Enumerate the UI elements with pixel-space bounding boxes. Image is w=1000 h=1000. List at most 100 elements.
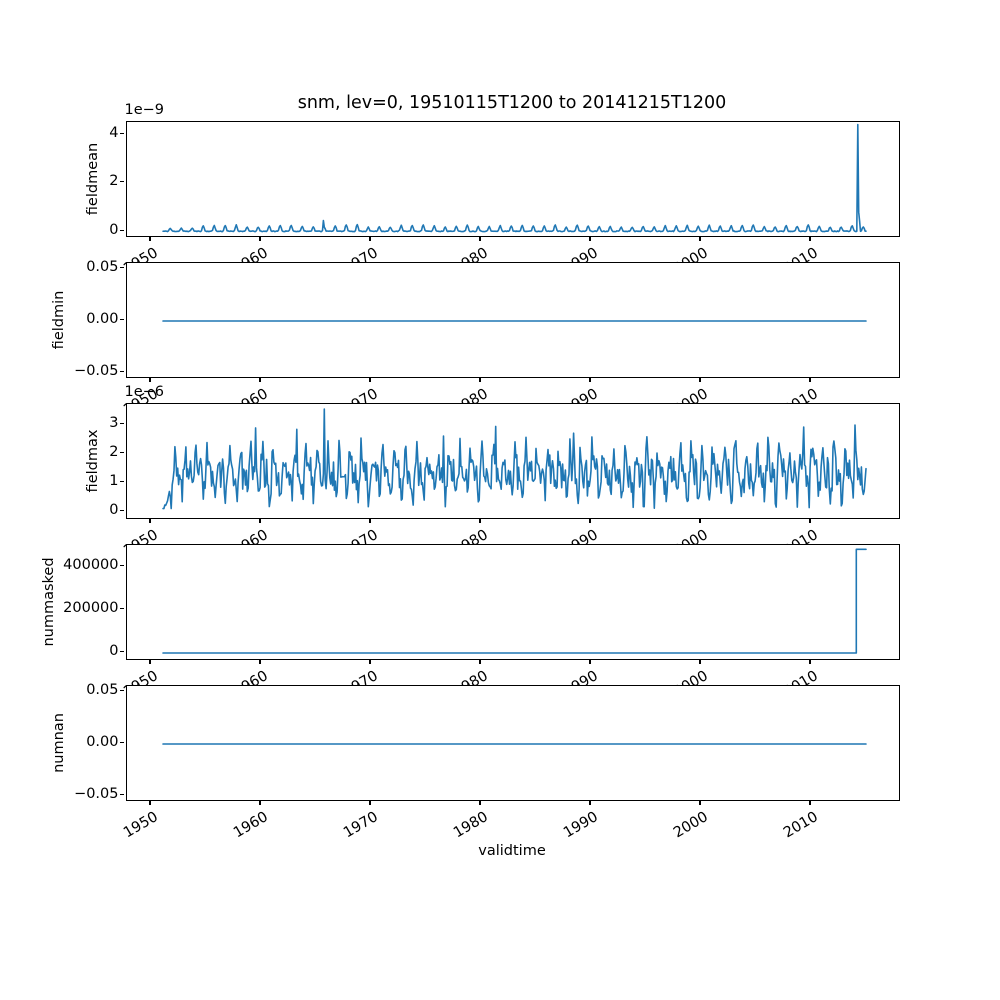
x-tick-mark — [479, 377, 481, 382]
axes-nummasked — [125, 543, 900, 660]
x-tick-mark — [699, 659, 701, 664]
x-tick-label: 1970 — [340, 526, 381, 559]
y-tick-label: −0.05 — [74, 362, 119, 379]
x-tick-label: 2000 — [670, 808, 711, 841]
x-tick-label: 2010 — [780, 526, 821, 559]
y-axis-label-nummasked: nummasked — [41, 556, 57, 647]
x-tick-label: 1990 — [560, 808, 601, 841]
x-tick-label: 1970 — [340, 667, 381, 700]
x-tick-label: 1960 — [230, 808, 271, 841]
x-tick-label: 1980 — [450, 385, 491, 418]
y-tick-label: 400000 — [63, 556, 119, 573]
x-tick-mark — [259, 377, 261, 382]
nummasked-line — [161, 548, 867, 654]
axes-fieldmax — [125, 402, 900, 519]
x-tick-mark — [809, 236, 811, 241]
x-tick-label: 1990 — [560, 385, 601, 418]
y-tick-label: 0 — [109, 501, 119, 518]
x-tick-mark — [699, 800, 701, 805]
y-tick-mark — [119, 793, 124, 796]
y-tick-label: 0.05 — [86, 682, 119, 699]
y-axis-label-numnan: numnan — [51, 712, 67, 773]
x-tick-mark — [479, 800, 481, 805]
axes-numnan — [125, 684, 900, 801]
y-tick-label: −0.05 — [74, 785, 119, 802]
x-tick-mark — [589, 377, 591, 382]
y-tick-label: 2 — [109, 173, 119, 190]
y-tick-label: 2 — [109, 443, 119, 460]
x-axis-label: validtime — [478, 843, 546, 859]
y-axis-label-fieldmax: fieldmax — [85, 429, 101, 492]
x-tick-mark — [259, 659, 261, 664]
figure-title: snm, lev=0, 19510115T1200 to 20141215T12… — [297, 93, 727, 113]
y-tick-mark — [119, 741, 124, 744]
y-axis-label-fieldmean: fieldmean — [85, 142, 101, 215]
y-tick-mark — [119, 132, 124, 134]
fieldmax-line — [161, 407, 867, 509]
x-tick-label: 1970 — [340, 244, 381, 277]
x-tick-label: 1950 — [120, 244, 161, 277]
y-tick-label: 0.05 — [86, 259, 119, 276]
x-tick-mark — [589, 659, 591, 664]
y-tick-mark — [119, 422, 124, 425]
y-tick-label: 3 — [109, 414, 119, 431]
x-tick-label: 1980 — [450, 244, 491, 277]
y-tick-mark — [119, 509, 124, 512]
x-tick-mark — [259, 236, 261, 241]
x-tick-label: 1990 — [560, 526, 601, 559]
x-tick-label: 1970 — [340, 808, 381, 841]
x-tick-label: 1960 — [230, 244, 271, 277]
x-tick-label: 1980 — [450, 808, 491, 841]
fieldmax-plot-area — [161, 407, 867, 509]
x-tick-mark — [369, 518, 371, 523]
y-tick-mark — [119, 229, 124, 232]
x-tick-label: 1960 — [230, 667, 271, 700]
y-tick-label: 1 — [109, 472, 119, 489]
x-tick-label: 1960 — [230, 385, 271, 418]
x-tick-mark — [809, 800, 811, 805]
y-tick-label: 0 — [109, 643, 119, 659]
x-tick-mark — [149, 518, 151, 523]
x-tick-label: 1980 — [450, 526, 491, 559]
x-tick-mark — [699, 236, 701, 241]
fieldmean-plot-area — [161, 123, 867, 232]
x-tick-label: 2000 — [670, 667, 711, 700]
x-tick-label: 1990 — [560, 244, 601, 277]
x-tick-label: 1970 — [340, 385, 381, 418]
axes-fieldmean — [125, 120, 900, 237]
fieldmean-line — [161, 123, 867, 232]
x-tick-mark — [259, 800, 261, 805]
x-tick-mark — [149, 659, 151, 664]
x-tick-label: 2000 — [670, 244, 711, 277]
x-tick-label: 1990 — [560, 667, 601, 700]
y-tick-mark — [119, 650, 124, 653]
x-tick-mark — [809, 659, 811, 664]
y-tick-mark — [119, 318, 124, 321]
x-tick-label: 1950 — [120, 385, 161, 418]
x-tick-mark — [149, 377, 151, 382]
y-tick-mark — [119, 607, 124, 609]
x-tick-label: 2000 — [670, 385, 711, 418]
x-tick-label: 1960 — [230, 526, 271, 559]
y-tick-mark — [119, 480, 124, 483]
x-tick-mark — [369, 659, 371, 664]
y-tick-mark — [119, 689, 124, 692]
x-tick-mark — [369, 377, 371, 382]
y-tick-mark — [119, 451, 124, 454]
numnan-plot-area — [161, 742, 867, 745]
x-tick-mark — [589, 518, 591, 523]
x-tick-label: 1950 — [120, 808, 161, 841]
x-tick-label: 2010 — [780, 808, 821, 841]
y-tick-label: 4 — [109, 124, 119, 141]
y-tick-mark — [119, 370, 124, 373]
x-tick-label: 1980 — [450, 667, 491, 700]
x-tick-mark — [479, 518, 481, 523]
x-tick-mark — [809, 377, 811, 382]
x-tick-label: 1950 — [120, 526, 161, 559]
y-axis-label-fieldmin: fieldmin — [51, 290, 67, 349]
x-tick-label: 2010 — [780, 385, 821, 418]
x-tick-label: 2010 — [780, 244, 821, 277]
x-tick-mark — [149, 236, 151, 241]
x-tick-mark — [479, 236, 481, 241]
